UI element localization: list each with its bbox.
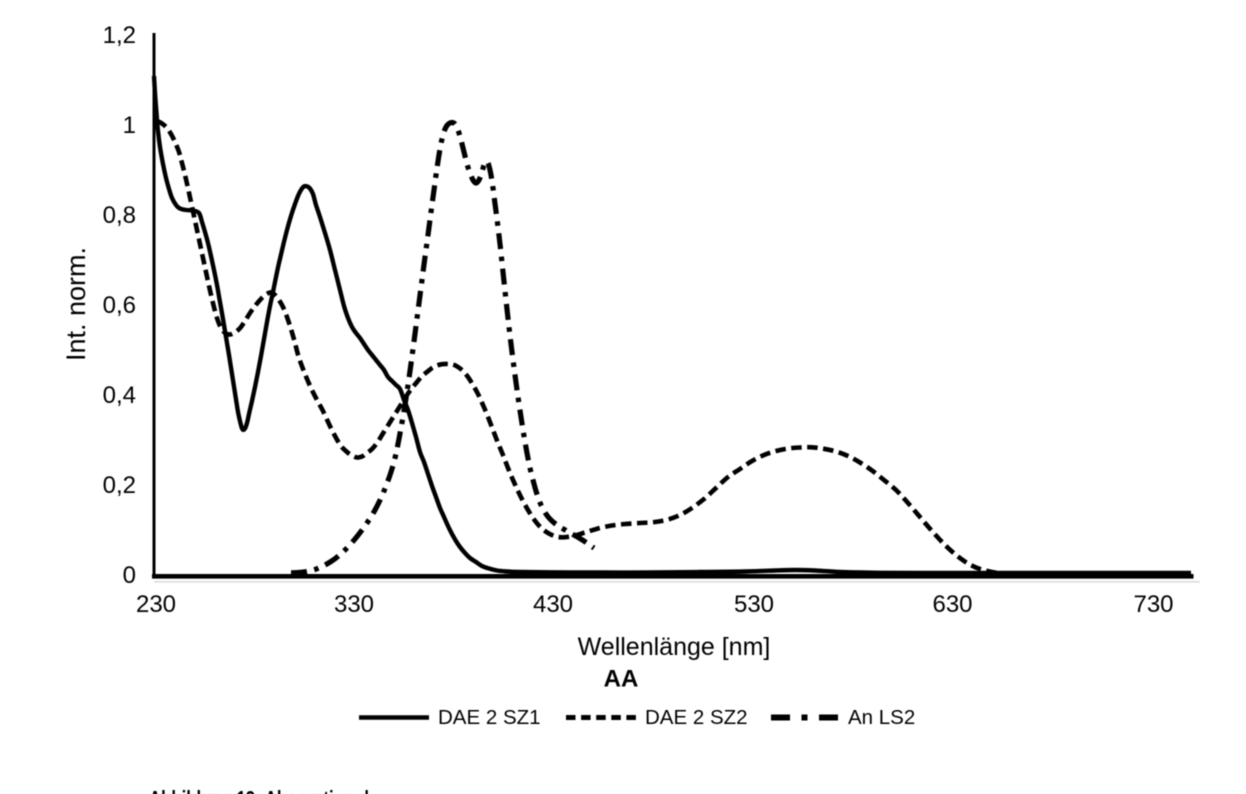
svg-text:0,4: 0,4 (103, 382, 136, 409)
svg-text:0,6: 0,6 (103, 292, 136, 319)
svg-text:An LS2: An LS2 (848, 706, 915, 729)
svg-text:1: 1 (123, 112, 136, 139)
svg-text:330: 330 (334, 591, 374, 618)
svg-text:Wellenlänge [nm]: Wellenlänge [nm] (578, 633, 771, 661)
svg-text:530: 530 (734, 591, 774, 618)
svg-text:0,8: 0,8 (103, 202, 136, 229)
svg-text:DAE 2 SZ2: DAE 2 SZ2 (645, 706, 748, 729)
svg-text:430: 430 (533, 591, 573, 618)
svg-text:Abbildung 13: Absorption d: Abbildung 13: Absorption d (149, 786, 369, 794)
svg-text:AA: AA (604, 666, 639, 693)
svg-text:230: 230 (136, 591, 176, 618)
svg-text:730: 730 (1133, 591, 1173, 618)
svg-text:0,2: 0,2 (103, 472, 136, 499)
svg-text:630: 630 (932, 591, 972, 618)
svg-text:0: 0 (123, 562, 136, 589)
svg-text:Int. norm.: Int. norm. (61, 247, 91, 361)
svg-text:1,2: 1,2 (103, 22, 136, 49)
svg-text:DAE 2 SZ1: DAE 2 SZ1 (438, 706, 541, 729)
